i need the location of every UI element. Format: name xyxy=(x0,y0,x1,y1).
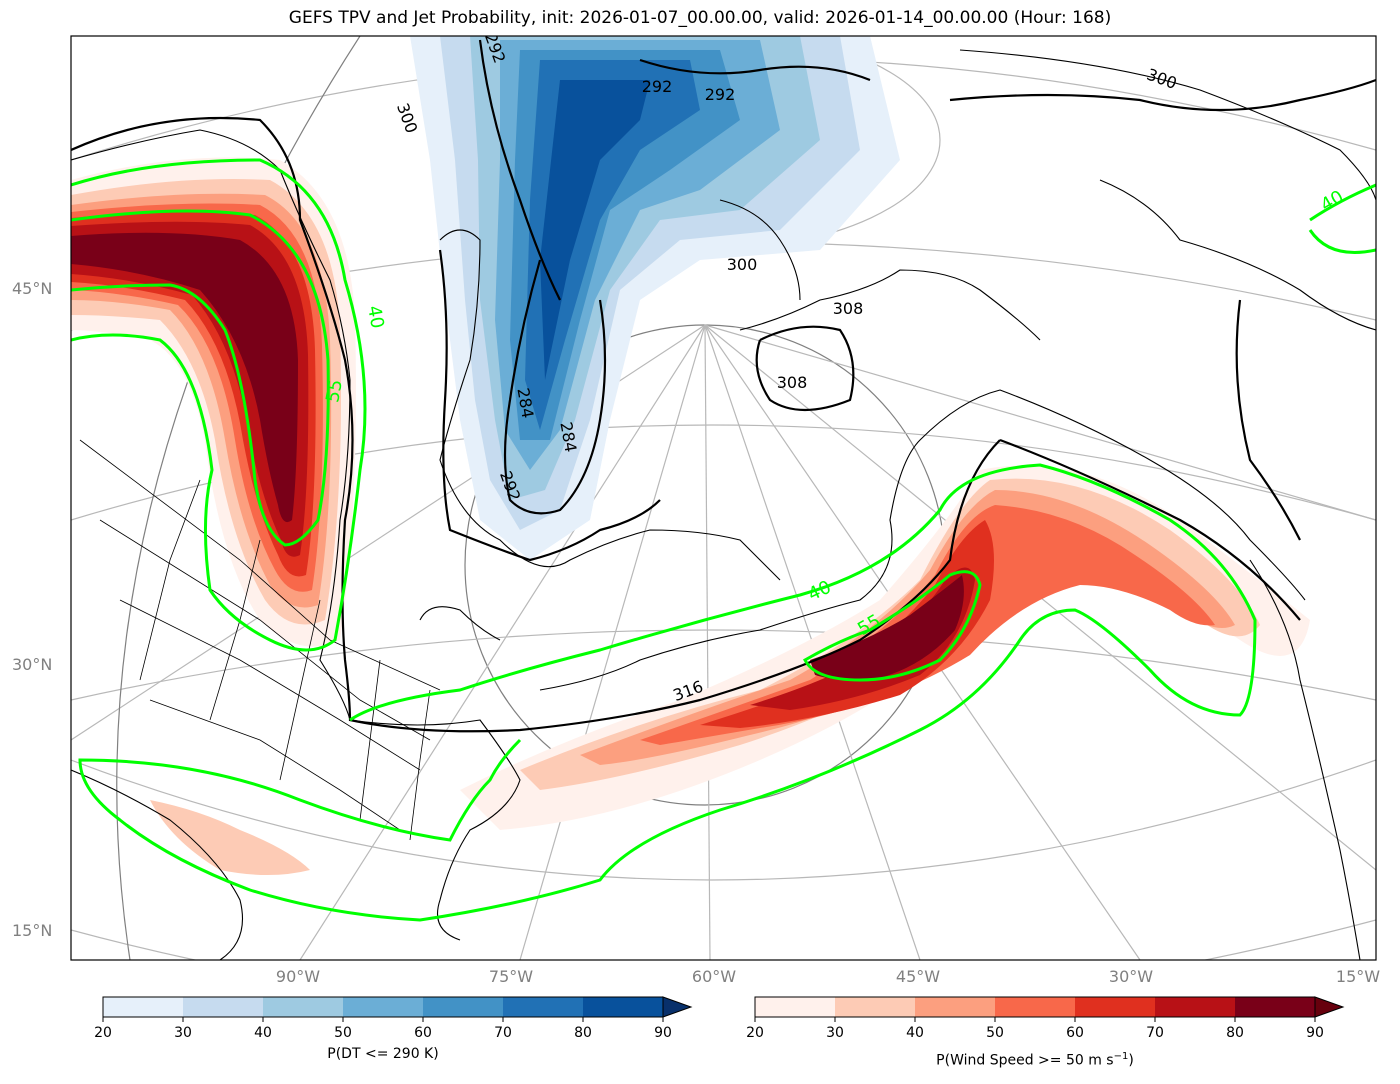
lon-label: 60°W xyxy=(692,967,736,986)
colorbar-tick-label: 90 xyxy=(1306,1025,1324,1041)
contour-label: 308 xyxy=(833,299,864,318)
colorbar-jet-label: P(Wind Speed >= 50 m s−1) xyxy=(936,1051,1134,1069)
colorbar-tick-label: 30 xyxy=(174,1025,192,1041)
colorbar-tick-label: 80 xyxy=(574,1025,592,1041)
colorbar-tick-label: 50 xyxy=(334,1025,352,1041)
colorbar-outline xyxy=(754,996,1315,1018)
colorbar-tick-label: 80 xyxy=(1226,1025,1244,1041)
colorbar-tick-label: 70 xyxy=(494,1025,512,1041)
colorbar-tick-label: 50 xyxy=(986,1025,1004,1041)
colorbar-swatch xyxy=(1155,997,1235,1017)
map-frame xyxy=(70,35,1377,961)
colorbar-tick-label: 60 xyxy=(1066,1025,1084,1041)
colorbar-tick-label: 30 xyxy=(826,1025,844,1041)
colorbar-swatch xyxy=(583,997,663,1017)
contour-label: 292 xyxy=(642,77,673,96)
colorbar-swatch xyxy=(995,997,1075,1017)
contour-label-green: 40 xyxy=(363,304,388,330)
contour-label: 300 xyxy=(727,255,758,274)
lon-label: 15°W xyxy=(1336,967,1380,986)
lon-label: 45°W xyxy=(896,967,940,986)
theta-contours xyxy=(71,39,1376,733)
contour-label-green: 55 xyxy=(322,378,347,404)
colorbar-swatch xyxy=(835,997,915,1017)
tpv-probability-field xyxy=(410,36,900,560)
lon-label: 75°W xyxy=(489,967,533,986)
colorbar-tick-label: 20 xyxy=(746,1025,764,1041)
colorbar-tick-label: 70 xyxy=(1146,1025,1164,1041)
lon-label: 90°W xyxy=(276,967,320,986)
jet-probability-field xyxy=(71,157,1310,875)
colorbar-swatch xyxy=(915,997,995,1017)
colorbar-tick-label: 60 xyxy=(414,1025,432,1041)
colorbar-swatch xyxy=(183,997,263,1017)
contour-label: 292 xyxy=(705,85,736,104)
coastlines xyxy=(71,49,1376,960)
lat-label: 30°N xyxy=(12,655,52,674)
colorbar-swatch xyxy=(423,997,503,1017)
colorbar-extend-arrow xyxy=(1314,996,1345,1018)
colorbar-tick-label: 40 xyxy=(254,1025,272,1041)
colorbar-extend-arrow xyxy=(662,996,693,1018)
figure-title: GEFS TPV and Jet Probability, init: 2026… xyxy=(288,8,1112,28)
jet-speed-contours xyxy=(71,158,1376,922)
colorbar-tpv-label: P(DT <= 290 K) xyxy=(327,1046,439,1062)
map-canvas: 292 292 292 300 300 300 308 308 316 284 … xyxy=(71,36,1376,960)
longitude-labels: 90°W 75°W 60°W 45°W 30°W 15°W xyxy=(276,967,1380,986)
latitude-labels: 45°N 30°N 15°N xyxy=(12,279,52,940)
colorbar-jet: 20 30 40 50 60 70 80 90 xyxy=(746,996,1345,1041)
colorbar-outline xyxy=(102,996,663,1018)
colorbar-swatch xyxy=(1075,997,1155,1017)
contour-label: 308 xyxy=(777,373,808,392)
lat-label: 45°N xyxy=(12,279,52,298)
colorbar-swatch xyxy=(755,997,835,1017)
colorbar-swatch xyxy=(1235,997,1315,1017)
lat-label: 15°N xyxy=(12,921,52,940)
colorbar-tick-label: 40 xyxy=(906,1025,924,1041)
lon-label: 30°W xyxy=(1109,967,1153,986)
colorbar-tick-label: 20 xyxy=(94,1025,112,1041)
colorbar-tpv: 20 30 40 50 60 70 80 90 xyxy=(94,996,693,1041)
colorbar-swatch xyxy=(503,997,583,1017)
colorbar-swatch xyxy=(263,997,343,1017)
us-state-borders xyxy=(79,439,441,841)
colorbar-swatch xyxy=(343,997,423,1017)
colorbar-swatch xyxy=(103,997,183,1017)
colorbar-tick-label: 90 xyxy=(654,1025,672,1041)
